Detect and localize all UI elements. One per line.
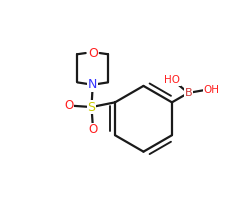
Text: S: S: [88, 101, 96, 114]
Text: OH: OH: [204, 85, 219, 95]
Text: O: O: [88, 47, 98, 60]
Text: B: B: [184, 88, 192, 98]
Text: O: O: [88, 123, 97, 136]
Text: O: O: [64, 99, 73, 112]
Text: N: N: [88, 78, 97, 91]
Text: HO: HO: [164, 75, 180, 85]
